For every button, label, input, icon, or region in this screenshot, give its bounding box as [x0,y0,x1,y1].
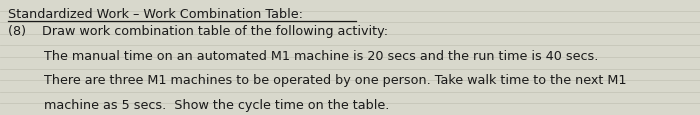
Text: The manual time on an automated M1 machine is 20 secs and the run time is 40 sec: The manual time on an automated M1 machi… [8,49,598,62]
Text: There are three M1 machines to be operated by one person. Take walk time to the : There are three M1 machines to be operat… [8,74,627,87]
Text: machine as 5 secs.  Show the cycle time on the table.: machine as 5 secs. Show the cycle time o… [8,99,390,111]
Text: (8)    Draw work combination table of the following activity:: (8) Draw work combination table of the f… [8,24,388,37]
Text: Standardized Work – Work Combination Table:: Standardized Work – Work Combination Tab… [8,8,303,21]
